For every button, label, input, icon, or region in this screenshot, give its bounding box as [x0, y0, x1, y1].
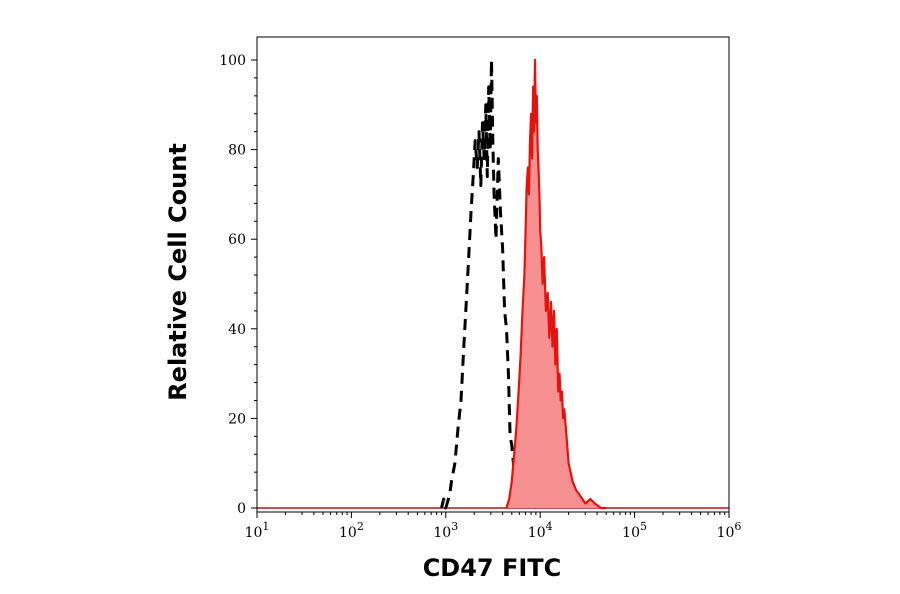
y-tick-label: 20	[228, 411, 246, 427]
x-tick-label: 102	[339, 520, 364, 541]
x-tick-label: 104	[528, 520, 553, 541]
y-axis: 0 20 40 60 80 100	[219, 53, 257, 517]
series-1-line	[505, 58, 607, 510]
y-tick-label: 0	[237, 501, 246, 517]
x-axis: 101 102 103 104 105 106	[245, 512, 742, 541]
y-tick-label: 40	[228, 322, 246, 338]
series-group	[257, 58, 729, 510]
x-tick-label: 101	[245, 520, 270, 541]
plot-frame	[256, 36, 730, 513]
y-tick-label: 60	[228, 232, 246, 248]
y-axis-title: Relative Cell Count	[164, 143, 192, 401]
x-axis-title: CD47 FITC	[423, 554, 562, 582]
x-tick-label: 103	[433, 520, 458, 541]
series-1-area	[506, 60, 607, 508]
y-tick-label: 100	[219, 53, 246, 69]
x-tick-label: 105	[622, 520, 647, 541]
y-tick-label: 80	[228, 143, 246, 159]
plot-border	[256, 36, 730, 513]
x-tick-label: 106	[717, 520, 742, 541]
